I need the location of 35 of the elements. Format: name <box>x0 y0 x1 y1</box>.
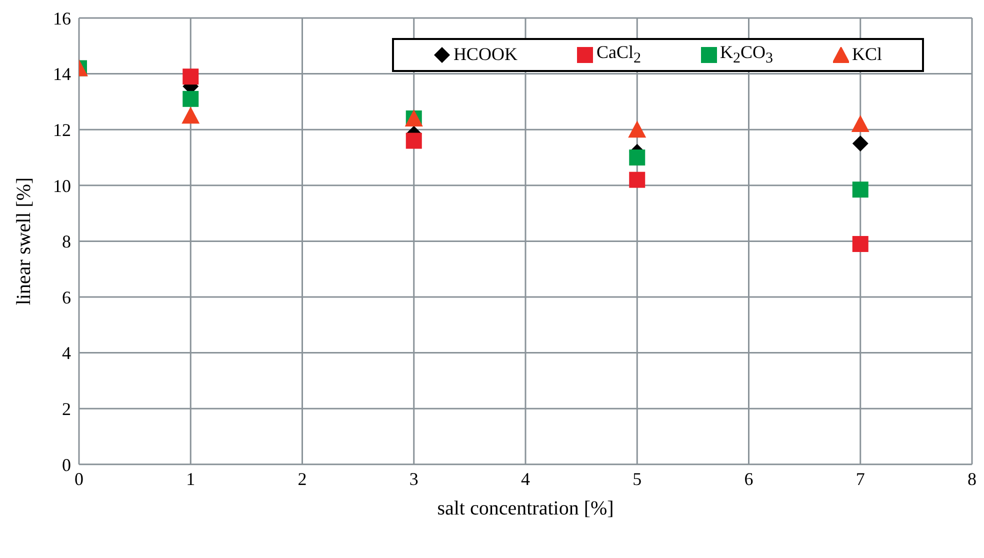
point <box>182 106 200 124</box>
y-tick-label: 0 <box>62 454 71 475</box>
legend-label: K$_{2}$CO$_{3}$ <box>720 42 773 68</box>
point <box>851 115 870 132</box>
point <box>852 136 868 152</box>
point <box>852 236 868 252</box>
x-tick-label: 3 <box>409 469 418 490</box>
y-tick-label: 8 <box>62 232 71 252</box>
point <box>182 90 199 107</box>
y-tick-label: 16 <box>53 8 71 28</box>
point <box>406 132 422 149</box>
legend-label: HCOOK <box>453 44 518 66</box>
y-tick-label: 12 <box>53 120 71 140</box>
y-tick-label: 6 <box>62 287 71 308</box>
y-tick-label: 2 <box>62 398 71 419</box>
legend-label: CaCl$_{2}$ <box>596 42 641 68</box>
point <box>628 120 646 138</box>
point <box>182 68 199 85</box>
x-tick-label: 2 <box>298 469 307 490</box>
point <box>629 150 646 166</box>
x-tick-label: 4 <box>521 469 530 490</box>
x-tick-label: 1 <box>186 469 196 490</box>
point <box>629 172 646 188</box>
x-tick-label: 8 <box>968 469 976 490</box>
legend-label: KCl <box>852 44 882 66</box>
x-tick-label: 6 <box>744 469 754 490</box>
x-tick-label: 5 <box>632 469 642 490</box>
y-tick-label: 10 <box>53 176 71 196</box>
x-axis-title: salt concentration [%] <box>437 497 614 520</box>
y-tick-label: 14 <box>53 64 71 84</box>
x-tick-label: 0 <box>74 469 84 490</box>
y-tick-label: 4 <box>62 343 71 364</box>
y-axis-title: linear swell [%] <box>13 177 36 306</box>
point <box>852 182 868 198</box>
x-tick-label: 7 <box>856 469 865 490</box>
